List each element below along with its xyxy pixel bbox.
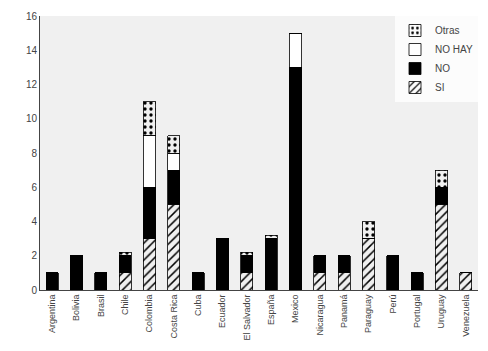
svg-text:Otras: Otras [435, 25, 459, 36]
svg-text:Portugal: Portugal [412, 295, 422, 329]
svg-text:Panamá: Panamá [339, 295, 349, 329]
svg-text:El Salvador: El Salvador [242, 295, 252, 341]
svg-text:14: 14 [26, 45, 38, 56]
svg-text:NO HAY: NO HAY [435, 44, 473, 55]
svg-text:Costa Rica: Costa Rica [169, 295, 179, 339]
svg-text:NO: NO [435, 63, 450, 74]
svg-text:Colombia: Colombia [144, 295, 154, 333]
svg-text:Mexico: Mexico [290, 295, 300, 324]
svg-text:Brasil: Brasil [96, 295, 106, 318]
svg-text:8: 8 [31, 148, 37, 159]
svg-text:Chile: Chile [120, 295, 130, 316]
svg-text:10: 10 [26, 113, 38, 124]
svg-text:2: 2 [31, 250, 37, 261]
svg-text:España: España [266, 295, 276, 326]
svg-text:Bolivia: Bolivia [71, 295, 81, 322]
svg-text:16: 16 [26, 11, 38, 22]
svg-text:4: 4 [31, 216, 37, 227]
svg-text:SI: SI [435, 82, 444, 93]
svg-text:Cuba: Cuba [193, 295, 203, 317]
svg-text:Paraguay: Paraguay [363, 294, 373, 333]
svg-text:Perú: Perú [388, 295, 398, 314]
svg-text:0: 0 [31, 285, 37, 296]
svg-text:Venezuela: Venezuela [461, 295, 471, 337]
svg-text:Ecuador: Ecuador [217, 295, 227, 329]
svg-text:Nicaragua: Nicaragua [315, 295, 325, 336]
svg-text:Argentina: Argentina [47, 295, 57, 334]
svg-text:12: 12 [26, 79, 38, 90]
svg-text:6: 6 [31, 182, 37, 193]
svg-text:Uruguay: Uruguay [436, 294, 446, 329]
